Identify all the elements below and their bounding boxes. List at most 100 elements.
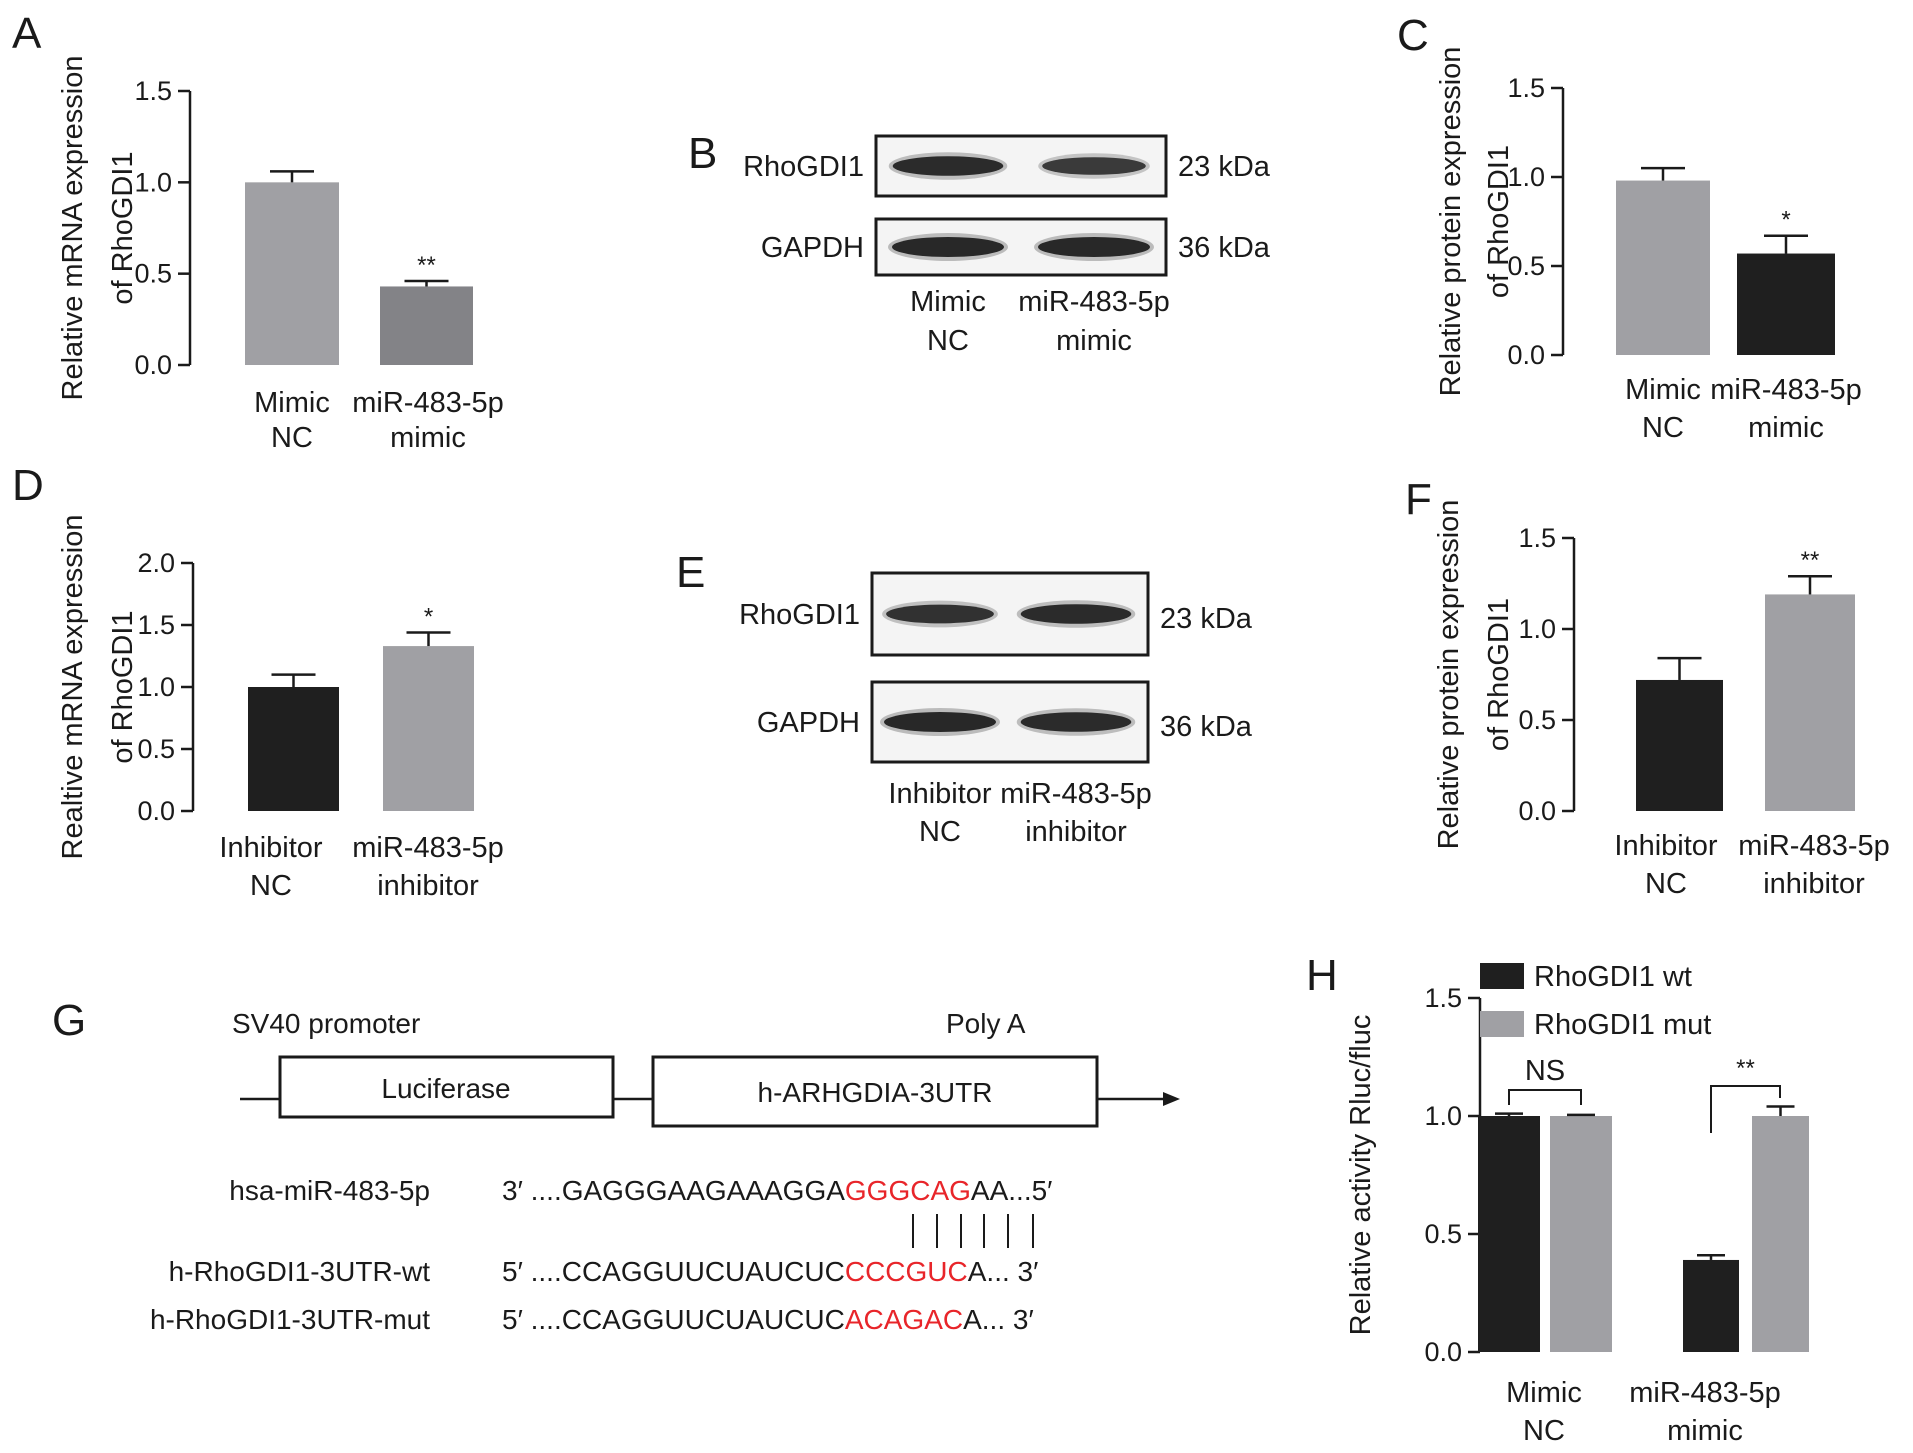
y-tick-label: 0.5 <box>137 734 175 764</box>
seq-name-mut: h-RhoGDI1-3UTR-mut <box>150 1304 430 1335</box>
seq-mirna-suffix: AA...5′ <box>971 1175 1053 1206</box>
base-pairing-lines <box>912 1214 1034 1248</box>
comparison-label: ** <box>1736 1055 1755 1082</box>
seq-name-mirna: hsa-miR-483-5p <box>229 1175 430 1206</box>
bar-1 <box>383 646 474 811</box>
blot-band <box>1038 237 1150 257</box>
bar-1 <box>1765 594 1855 811</box>
arrow-head-icon <box>1163 1092 1180 1106</box>
bar-1 <box>380 286 473 365</box>
x-category-label: Inhibitor <box>219 832 323 864</box>
legend-label: RhoGDI1 mut <box>1534 1009 1711 1041</box>
bar-rhogdi1-wt <box>1478 1116 1540 1352</box>
bar-0 <box>1636 679 1723 811</box>
bar-0 <box>248 687 339 811</box>
comparison-bracket <box>1710 1085 1781 1133</box>
x-category-label: NC <box>1523 1415 1565 1447</box>
x-category-label: inhibitor <box>1763 868 1865 900</box>
chart-panel-f: 0.0 0.5 1.0 1.5 Relative protein expression o… <box>1433 500 1890 900</box>
x-category-label: NC <box>250 870 292 902</box>
y-axis-label: Relative mRNA expression <box>57 56 89 401</box>
utr-label: h-ARHGDIA-3UTR <box>758 1077 993 1108</box>
panel-label-a: A <box>12 9 42 58</box>
significance-marker: * <box>1781 207 1790 234</box>
promoter-label: SV40 promoter <box>232 1008 420 1039</box>
seq-mut-seed: ACAGAC <box>845 1304 963 1335</box>
construct-diagram: SV40 promoter Poly A Luciferase h-ARHGDI… <box>232 1008 1180 1128</box>
seq-mirna-prefix: 3′ ....GAGGGAAGAAAGGA <box>502 1175 845 1206</box>
seq-wt-seed: CCCGUC <box>845 1256 968 1287</box>
panel-label-c: C <box>1397 11 1429 60</box>
blot-size-label: 23 kDa <box>1178 151 1271 183</box>
blot-band <box>892 156 1004 176</box>
bar-1 <box>1737 253 1835 355</box>
bar-0 <box>1616 180 1710 355</box>
y-tick-label: 1.5 <box>1424 983 1462 1013</box>
bar-rhogdi1-wt <box>1683 1259 1739 1352</box>
x-category-label: miR-483-5p <box>1629 1377 1781 1409</box>
panel-label-d: D <box>12 461 44 510</box>
seq-mirna-seed: GGGCAG <box>845 1175 971 1206</box>
x-category-label: mimic <box>390 422 466 454</box>
panel-label-b: B <box>688 129 717 178</box>
comparison-bracket <box>1508 1089 1582 1105</box>
panel-label-f: F <box>1405 475 1432 524</box>
bar-0 <box>245 182 339 365</box>
y-axis-label: Relative protein expression <box>1435 47 1467 397</box>
seq-mut-prefix: 5′ ....CCAGGUUCUAUCUC <box>502 1304 845 1335</box>
legend-swatch <box>1480 963 1524 989</box>
blot-band <box>1020 604 1132 624</box>
blot-band <box>886 604 994 624</box>
comparison-label: NS <box>1525 1055 1565 1087</box>
x-category-label: miR-483-5p <box>352 387 504 419</box>
x-category-label: mimic <box>1748 412 1824 444</box>
luciferase-box <box>278 1055 615 1119</box>
blot-row-label: RhoGDI1 <box>739 599 860 631</box>
x-category-label: NC <box>1642 412 1684 444</box>
chart-panel-a: 0.0 0.5 1.0 1.5 Relative mRNA expression of R… <box>57 56 504 454</box>
x-category-label: Mimic <box>1625 374 1701 406</box>
seq-mut-suffix: A... 3′ <box>963 1304 1034 1335</box>
y-tick-label: 1.5 <box>137 610 175 640</box>
y-tick-label: 1.0 <box>1424 1101 1462 1131</box>
panel-label-h: H <box>1306 951 1338 1000</box>
blot-band <box>1042 157 1146 175</box>
blot-size-label: 36 kDa <box>1178 232 1271 264</box>
panel-label-e: E <box>676 548 705 597</box>
y-tick-label: 1.0 <box>1507 162 1545 192</box>
significance-marker: ** <box>417 252 436 279</box>
western-blot-b: RhoGDI1 23 kDa GAPDH 36 kDa Mimic NC miR-483-5… <box>743 134 1271 357</box>
x-category-label: NC <box>1645 868 1687 900</box>
y-tick-label: 0.0 <box>1507 340 1545 370</box>
blot-lane-label: NC <box>919 816 961 848</box>
blot-lane-label: inhibitor <box>1025 816 1127 848</box>
luciferase-label: Luciferase <box>381 1073 510 1104</box>
blot-band <box>892 237 1004 257</box>
y-tick-label: 1.5 <box>1507 73 1545 103</box>
y-tick-label: 1.0 <box>1518 614 1556 644</box>
x-category-label: Mimic <box>1506 1377 1582 1409</box>
blot-lane-label: mimic <box>1056 325 1132 357</box>
blot-row-label: RhoGDI1 <box>743 151 864 183</box>
y-tick-label: 0.0 <box>137 796 175 826</box>
blot-band <box>1020 712 1132 732</box>
blot-lane-label: miR-483-5p <box>1000 778 1152 810</box>
x-category-label: miR-483-5p <box>352 832 504 864</box>
panel-label-g: G <box>52 996 86 1045</box>
y-tick-label: 1.5 <box>1518 523 1556 553</box>
blot-row-label: GAPDH <box>761 232 864 264</box>
y-tick-label: 0.5 <box>1507 251 1545 281</box>
y-tick-label: 2.0 <box>137 548 175 578</box>
significance-marker: * <box>424 603 433 630</box>
seq-name-wt: h-RhoGDI1-3UTR-wt <box>169 1256 431 1287</box>
y-tick-label: 1.0 <box>137 672 175 702</box>
blot-size-label: 23 kDa <box>1160 603 1253 635</box>
polya-label: Poly A <box>946 1008 1026 1039</box>
legend-swatch <box>1480 1011 1524 1037</box>
y-axis-label: of RhoGDI1 <box>1483 598 1515 751</box>
utr-box <box>651 1055 1099 1128</box>
seq-wt: 5′ ....CCAGGUUCUAUCUCCCCGUCA... 3′ <box>502 1256 1038 1287</box>
x-category-label: miR-483-5p <box>1738 830 1890 862</box>
blot-band <box>884 712 996 732</box>
y-tick-label: 0.5 <box>1518 705 1556 735</box>
